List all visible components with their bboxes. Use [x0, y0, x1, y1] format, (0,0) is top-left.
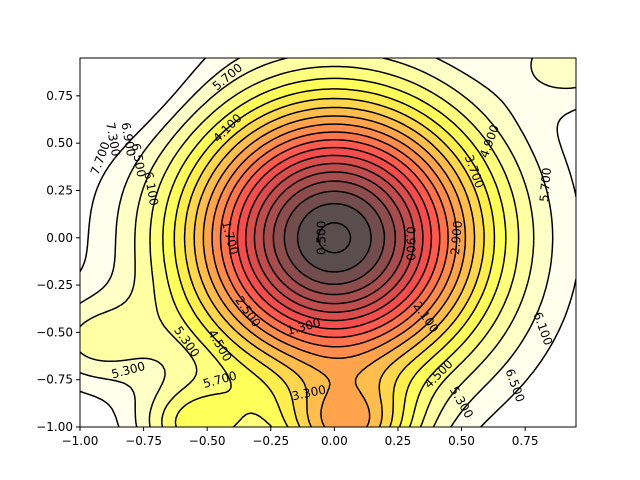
x-tick-label: −0.50 [189, 434, 226, 448]
contour-label-text: 5.700 [537, 167, 554, 202]
contour-label-text: 2.900 [448, 220, 465, 255]
contour-line-2 [283, 190, 386, 286]
contour-line-7 [236, 146, 433, 330]
contour-label-23: 6.900 [118, 121, 138, 157]
contour-label-24: 7.300 [103, 121, 123, 157]
contour-line-15 [162, 77, 507, 427]
contour-label-text: 7.300 [103, 121, 123, 157]
y-tick-label: 0.75 [46, 89, 73, 103]
contour-line-12 [193, 106, 476, 427]
contour-line-17 [80, 58, 535, 427]
contour-label-19: 6.100 [141, 170, 161, 206]
axes-frame [79, 57, 577, 428]
x-tick-label: 0.25 [385, 434, 412, 448]
contour-line-5 [253, 162, 415, 313]
contour-label-18: 5.700 [537, 167, 554, 202]
contour-line-3 [272, 180, 397, 296]
x-tick-label: 0.50 [448, 434, 475, 448]
contour-label-1: 0.900 [404, 226, 418, 260]
contour-label-6: 2.900 [448, 220, 465, 255]
contour-lines [80, 58, 576, 427]
x-tick-label: −0.25 [252, 434, 289, 448]
y-tick-label: −0.50 [36, 325, 73, 339]
y-tick-label: −0.25 [36, 278, 73, 292]
contour-line-4 [262, 171, 406, 305]
x-tick-label: 0.75 [512, 434, 539, 448]
contour-label-0: 0.500 [315, 221, 329, 255]
y-tick-label: −1.00 [36, 420, 73, 434]
contour-line-19 [80, 58, 576, 427]
x-tick-label: −1.00 [62, 434, 99, 448]
y-axis: −1.00 −0.75 −0.50 −0.25 0.00 0.25 0.50 0.75 [36, 89, 80, 434]
contour-line-13 [183, 97, 485, 427]
contour-line-14 [173, 88, 496, 427]
contour-label-text: 6.100 [141, 170, 161, 206]
x-axis: −1.00 −0.75 −0.50 −0.25 0.00 0.25 0.50 0.75 [62, 427, 539, 448]
contour-line-1 [296, 202, 372, 273]
contour-line-18 [80, 58, 576, 427]
contour-label-7: 3.300 [291, 382, 328, 403]
contour-line-6 [245, 154, 424, 322]
x-tick-label: 0.00 [321, 434, 348, 448]
contour-line-16 [149, 65, 520, 427]
plot-area: 0.500 0.9001.3001.7002.1002.5002.9003.300… [80, 58, 576, 427]
y-tick-label: 0.00 [46, 231, 73, 245]
y-tick-label: 0.50 [46, 136, 73, 150]
y-tick-label: −0.75 [36, 373, 73, 387]
contour-label-text: 6.500 [129, 142, 149, 178]
x-tick-label: −0.75 [125, 434, 162, 448]
contour-line-8 [228, 139, 441, 339]
contour-line-0 [317, 222, 352, 254]
contour-label-text: 6.900 [118, 121, 138, 157]
contour-line-9 [219, 131, 449, 348]
y-tick-label: 0.25 [46, 183, 73, 197]
contour-label-text: 0.900 [404, 226, 418, 260]
contour-line-10 [211, 123, 458, 360]
contour-label-text: 0.500 [315, 221, 329, 255]
contour-label-21: 6.500 [129, 142, 149, 178]
contour-label-text: 3.300 [291, 382, 328, 403]
contour-line-11 [202, 115, 467, 427]
